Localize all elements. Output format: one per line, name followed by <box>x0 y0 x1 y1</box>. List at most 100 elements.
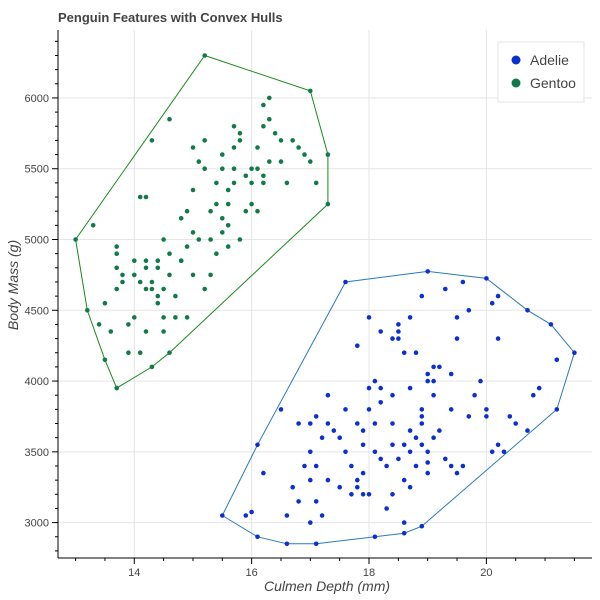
x-tick-label-3: 20 <box>480 567 492 579</box>
point-adelie-121 <box>396 322 401 327</box>
point-gentoo-1 <box>73 237 78 242</box>
point-gentoo-50 <box>196 237 202 242</box>
point-gentoo-8 <box>114 385 119 391</box>
point-adelie-58 <box>384 506 389 511</box>
legend-label-gentoo: Gentoo <box>530 75 576 91</box>
point-adelie-89 <box>448 407 454 412</box>
point-gentoo-33 <box>155 265 161 271</box>
x-tick-label-2: 18 <box>363 567 375 579</box>
point-gentoo-43 <box>178 216 184 221</box>
point-gentoo-88 <box>290 138 296 143</box>
point-gentoo-92 <box>302 152 307 157</box>
point-adelie-29 <box>313 414 319 419</box>
point-adelie-10 <box>525 308 530 313</box>
point-adelie-128 <box>466 308 472 313</box>
point-adelie-75 <box>413 463 419 469</box>
point-adelie-94 <box>484 407 489 412</box>
point-gentoo-30 <box>149 286 155 292</box>
point-adelie-114 <box>495 293 501 299</box>
point-gentoo-70 <box>237 138 243 143</box>
point-gentoo-87 <box>284 180 290 186</box>
point-adelie-116 <box>407 315 413 320</box>
point-adelie-125 <box>425 470 431 476</box>
y-tick-label-5: 5500 <box>25 164 49 176</box>
point-gentoo-3 <box>308 88 313 94</box>
point-adelie-2 <box>284 541 290 547</box>
point-adelie-20 <box>296 499 301 504</box>
point-gentoo-11 <box>96 322 102 327</box>
point-gentoo-72 <box>243 208 249 214</box>
point-gentoo-102 <box>178 258 184 264</box>
point-gentoo-23 <box>137 350 143 356</box>
point-gentoo-63 <box>225 187 231 193</box>
point-adelie-106 <box>360 428 366 433</box>
point-adelie-103 <box>495 336 501 341</box>
point-gentoo-81 <box>267 159 272 164</box>
point-gentoo-74 <box>249 166 254 171</box>
x-tick-label-0: 14 <box>128 567 140 579</box>
point-adelie-80 <box>425 449 431 455</box>
point-adelie-90 <box>454 470 460 476</box>
point-gentoo-34 <box>155 258 161 264</box>
point-adelie-107 <box>325 392 331 398</box>
point-gentoo-101 <box>208 272 213 278</box>
point-adelie-7 <box>554 407 560 412</box>
point-gentoo-12 <box>102 300 108 306</box>
point-adelie-51 <box>372 421 378 426</box>
point-adelie-66 <box>401 350 407 356</box>
point-adelie-52 <box>372 449 378 455</box>
point-adelie-60 <box>390 392 395 398</box>
point-adelie-73 <box>407 484 413 490</box>
y-tick-label-4: 5000 <box>25 235 49 247</box>
point-adelie-70 <box>407 385 413 391</box>
point-adelie-33 <box>319 513 325 518</box>
point-adelie-5 <box>401 530 407 536</box>
point-adelie-6 <box>419 523 425 529</box>
y-tick-label-1: 3500 <box>25 447 49 459</box>
point-gentoo-62 <box>220 152 225 157</box>
point-adelie-44 <box>360 442 366 448</box>
point-adelie-43 <box>355 421 360 426</box>
x-axis-label: Culmen Depth (mm) <box>264 578 390 594</box>
point-gentoo-107 <box>225 244 231 249</box>
point-gentoo-104 <box>184 244 190 249</box>
point-adelie-55 <box>378 400 384 405</box>
point-gentoo-93 <box>190 145 196 150</box>
point-adelie-92 <box>466 414 472 419</box>
point-adelie-76 <box>419 407 425 412</box>
point-adelie-83 <box>431 392 436 398</box>
point-adelie-118 <box>378 329 384 334</box>
point-adelie-4 <box>372 534 378 540</box>
point-adelie-42 <box>355 477 360 483</box>
point-gentoo-17 <box>114 286 119 292</box>
point-adelie-88 <box>448 463 454 469</box>
point-gentoo-103 <box>214 201 219 207</box>
legend[interactable]: Adelie Gentoo <box>497 41 585 103</box>
point-gentoo-95 <box>149 138 155 143</box>
point-adelie-101 <box>525 428 530 433</box>
point-gentoo-85 <box>278 159 284 164</box>
point-adelie-86 <box>437 428 442 433</box>
point-gentoo-99 <box>261 180 266 186</box>
point-gentoo-59 <box>220 230 225 235</box>
data-points <box>73 53 577 547</box>
point-gentoo-54 <box>202 286 207 292</box>
point-gentoo-28 <box>143 329 149 334</box>
point-gentoo-15 <box>114 244 119 249</box>
x-tick-label-1: 16 <box>246 567 258 579</box>
point-adelie-37 <box>337 484 343 490</box>
point-adelie-77 <box>419 421 425 426</box>
y-tick-label-2: 4000 <box>25 376 49 388</box>
point-gentoo-27 <box>143 265 149 271</box>
point-gentoo-5 <box>325 201 331 207</box>
point-adelie-102 <box>507 414 513 419</box>
point-adelie-108 <box>413 350 419 356</box>
point-gentoo-47 <box>190 230 196 235</box>
point-gentoo-14 <box>114 251 119 256</box>
chart-title: Penguin Features with Convex Hulls <box>58 10 283 25</box>
point-adelie-65 <box>396 456 401 462</box>
point-gentoo-105 <box>132 272 137 278</box>
point-adelie-24 <box>308 421 313 426</box>
point-adelie-105 <box>536 385 542 391</box>
point-gentoo-48 <box>190 272 196 278</box>
